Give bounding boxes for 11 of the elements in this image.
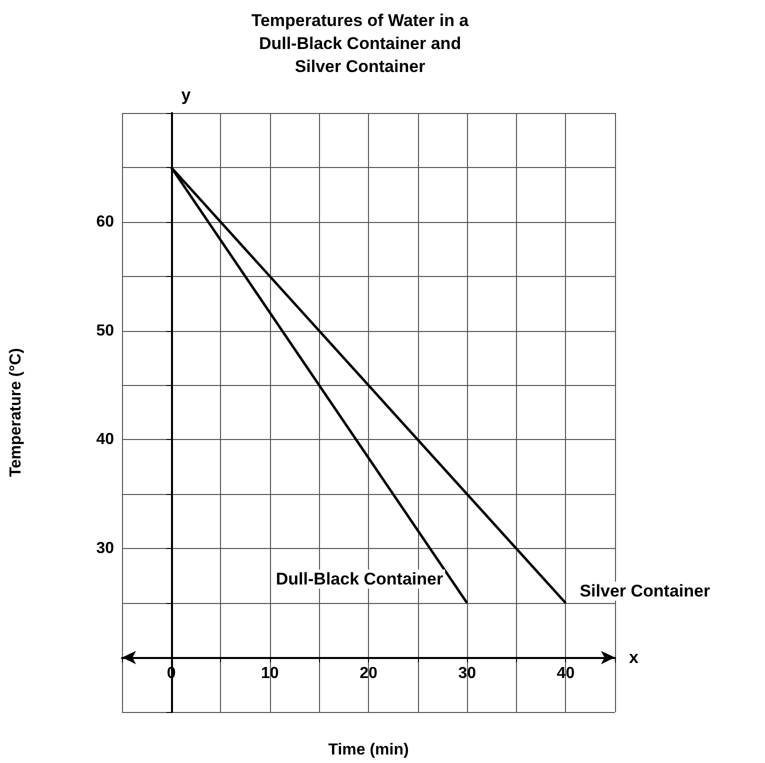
text: x bbox=[629, 648, 639, 668]
y-tick-label: 30 bbox=[96, 540, 114, 558]
y-tick-label: 60 bbox=[96, 213, 114, 230]
chart-title: Temperatures of Water in a Dull-Black Container and Silver Container bbox=[251, 11, 470, 76]
y-tick-label: 40 bbox=[96, 431, 114, 448]
series-label: Dull-Black Container bbox=[276, 570, 444, 589]
y-tick-label: 50 bbox=[96, 322, 114, 340]
y-axis-title: Temperature (°C) bbox=[8, 348, 24, 477]
x-axis-title: Time (min) bbox=[328, 742, 409, 758]
series-label: Silver Container bbox=[580, 582, 710, 601]
text: y bbox=[181, 86, 192, 104]
